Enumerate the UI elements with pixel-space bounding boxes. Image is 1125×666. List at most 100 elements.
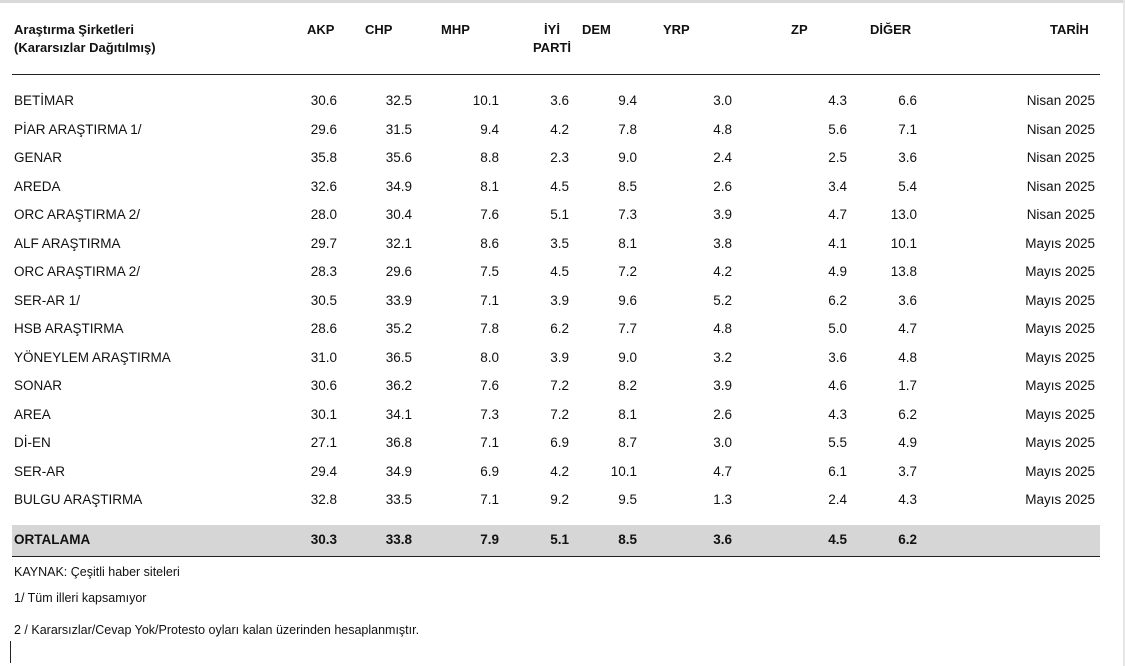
cell-iyi: 2.3 [550,150,569,165]
cell-chp: 30.4 [385,207,412,222]
cell-dem: 7.8 [618,121,637,137]
cell-tarih: Mayıs 2025 [1025,349,1095,365]
cell-yrp: 3.9 [713,378,732,393]
cell-zp: 2.4 [828,492,847,507]
cell-yrp: 4.8 [713,321,732,336]
cell-iyi: 5.1 [550,207,569,222]
cell-zp: 4.7 [828,207,847,222]
cell-akp: 30.3 [310,531,337,547]
cell-dem: 10.1 [610,463,637,479]
cell-akp: 28.6 [310,321,337,336]
cell-chp: 34.9 [385,463,412,479]
cell-iyi: 3.9 [550,292,569,308]
cell-akp: 29.7 [310,235,337,251]
poll-table: Araştırma Şirketleri (Kararsızlar Dağıtı… [12,0,1100,637]
cell-akp: 31.0 [310,349,337,365]
cell-akp: 28.0 [310,207,337,222]
cell-tarih: Mayıs 2025 [1025,378,1095,393]
cell-diger: 6.2 [898,406,917,422]
cell-chp: 34.1 [385,406,412,422]
cell-company: SER-AR 1/ [14,292,81,308]
header-iyi: İYİ PARTİ [530,21,574,57]
cell-zp: 5.5 [828,435,847,450]
cell-iyi: 6.2 [550,321,569,336]
cell-zp: 6.1 [828,463,847,479]
cell-akp: 28.3 [310,264,337,279]
cell-dem: 8.1 [618,235,637,251]
cell-akp: 30.6 [310,93,337,108]
cell-mhp: 6.9 [480,463,499,479]
cell-yrp: 3.0 [713,93,732,108]
cell-company: SER-AR [14,463,66,479]
cell-akp: 29.4 [310,463,337,479]
cell-tarih: Nisan 2025 [1026,93,1095,108]
cell-tarih: Mayıs 2025 [1025,235,1095,251]
cell-zp: 5.0 [828,321,847,336]
header-iyi-line1: İYİ [544,22,560,37]
cell-diger: 10.1 [890,235,917,251]
cell-dem: 9.0 [618,150,637,165]
table-row: AREDA 32.6 34.9 8.1 4.5 8.5 2.6 3.4 5.4 … [12,173,1100,202]
cell-tarih: Mayıs 2025 [1025,492,1095,507]
header-company: Araştırma Şirketleri (Kararsızlar Dağıtı… [14,21,156,57]
cell-tarih: Mayıs 2025 [1025,292,1095,308]
header-chp: CHP [365,22,393,37]
cell-tarih: Nisan 2025 [1026,121,1095,137]
cell-iyi: 4.5 [550,264,569,279]
cell-chp: 32.5 [385,93,412,108]
cell-mhp: 7.9 [480,531,499,547]
cell-zp: 4.1 [828,235,847,251]
table-row: GENAR 35.8 35.6 8.8 2.3 9.0 2.4 2.5 3.6 … [12,144,1100,173]
cell-company: PİAR ARAŞTIRMA 1/ [14,121,142,137]
header-mhp: MHP [441,22,470,37]
cell-mhp: 7.6 [480,207,499,222]
cell-mhp: 8.0 [480,349,499,365]
cell-chp: 36.8 [385,435,412,450]
cell-iyi: 7.2 [550,406,569,422]
footnote-2: 2 / Kararsızlar/Cevap Yok/Protesto oylar… [14,622,420,637]
cell-iyi: 4.5 [550,178,569,194]
cell-chp: 36.5 [385,349,412,365]
cell-iyi: 7.2 [550,378,569,393]
cell-yrp: 4.7 [713,463,732,479]
cell-dem: 8.5 [618,178,637,194]
cell-akp: 32.6 [310,178,337,194]
cell-mhp: 7.1 [480,435,499,450]
cell-company: ALF ARAŞTIRMA [14,235,121,251]
table-row: AREA 30.1 34.1 7.3 7.2 8.1 2.6 4.3 6.2 M… [12,401,1100,430]
cell-company: HSB ARAŞTIRMA [14,321,124,336]
cell-akp: 35.8 [310,150,337,165]
cell-zp: 4.6 [828,378,847,393]
cell-diger: 5.4 [898,178,917,194]
cell-company: SONAR [14,378,63,393]
cell-mhp: 8.1 [480,178,499,194]
cell-chp: 34.9 [385,178,412,194]
cell-diger: 4.3 [898,492,917,507]
cell-zp: 3.6 [828,349,847,365]
cell-company: BULGU ARAŞTIRMA [14,492,143,507]
cell-iyi: 3.6 [550,93,569,108]
header-iyi-line2: PARTİ [532,40,572,55]
cell-zp: 4.5 [828,531,847,547]
cell-dem: 9.5 [618,492,637,507]
cell-diger: 3.6 [898,150,917,165]
cell-mhp: 7.5 [480,264,499,279]
cell-yrp: 3.2 [713,349,732,365]
header-diger: DİĞER [870,22,912,37]
cell-chp: 36.2 [385,378,412,393]
table-row: SONAR 30.6 36.2 7.6 7.2 8.2 3.9 4.6 1.7 … [12,372,1100,401]
header-company-line1: Araştırma Şirketleri [14,22,134,37]
cell-yrp: 3.8 [713,235,732,251]
cell-diger: 4.8 [898,349,917,365]
cell-dem: 8.5 [618,531,637,547]
cell-mhp: 9.4 [480,121,499,137]
cell-yrp: 4.8 [713,121,732,137]
cell-company: AREDA [14,178,61,194]
cell-zp: 5.6 [828,121,847,137]
cell-diger: 13.8 [890,264,917,279]
cell-mhp: 7.1 [480,492,499,507]
cell-tarih: Mayıs 2025 [1025,435,1095,450]
cell-company: GENAR [14,150,63,165]
cell-diger: 6.2 [898,531,917,547]
cell-tarih: Mayıs 2025 [1025,264,1095,279]
